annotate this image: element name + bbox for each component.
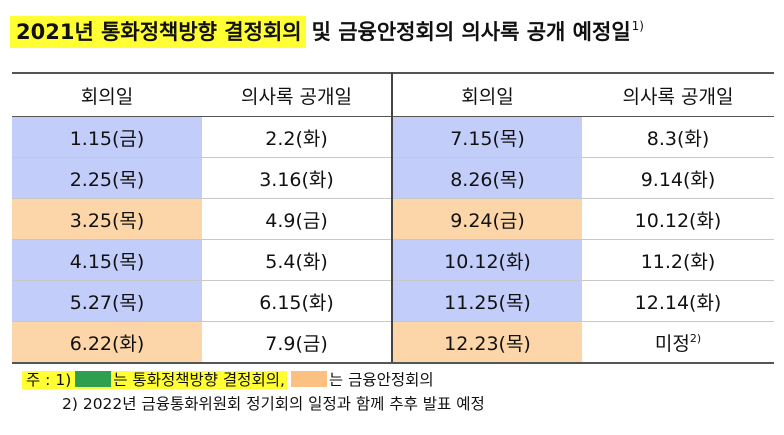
meeting-date-cell-text: 2.25(목) xyxy=(69,168,145,191)
release-date-cell-text: 7.9(금) xyxy=(265,332,328,355)
release-date-cell-text: 4.9(금) xyxy=(265,209,328,232)
meeting-date-cell: 8.26(목) xyxy=(392,157,582,199)
footnote-prefix: 주 : 1) xyxy=(26,371,72,389)
release-date-cell-text: 8.3(화) xyxy=(646,127,710,150)
release-date-cell: 12.14(화) xyxy=(582,280,774,322)
release-date-cell: 7.9(금) xyxy=(202,321,393,364)
release-date-cell-text: 12.14(화) xyxy=(634,291,722,314)
release-date-cell-text: 3.16(화) xyxy=(259,168,334,191)
meeting-date-cell: 3.25(목) xyxy=(12,198,202,240)
title-rest: 및 금융안정회의 의사록 공개 예정일 xyxy=(311,20,631,44)
release-date-cell: 미정2) xyxy=(582,321,774,364)
table-row: 4.15(목) 5.4(화) 10.12(화) 11.2(화) xyxy=(12,239,774,281)
meeting-date-cell: 7.15(목) xyxy=(392,116,582,158)
meeting-date-cell-text: 5.27(목) xyxy=(69,291,145,314)
release-date-cell: 8.3(화) xyxy=(582,116,774,158)
meeting-date-cell-text: 1.15(금) xyxy=(69,127,145,150)
footnote-1-highlight: 주 : 1) 는 통화정책방향 결정회의, xyxy=(22,371,287,389)
table-row: 6.22(화) 7.9(금) 12.23(목) 미정2) xyxy=(12,321,774,364)
financial-legend-label: 는 금융안정회의 xyxy=(328,371,434,389)
release-date-cell: 3.16(화) xyxy=(202,157,393,199)
table-row: 3.25(목) 4.9(금) 9.24(금) 10.12(화) xyxy=(12,198,774,240)
header-release-date-left: 의사록 공개일 xyxy=(202,72,393,117)
release-date-cell: 9.14(화) xyxy=(582,157,774,199)
header-meeting-date-left: 회의일 xyxy=(12,72,202,117)
meeting-date-cell-text: 8.26(목) xyxy=(450,168,525,191)
release-date-cell-text: 2.2(화) xyxy=(265,127,328,150)
schedule-table: 회의일 의사록 공개일 회의일 의사록 공개일 1.15(금) 2.2(화) 7.1… xyxy=(12,72,774,364)
release-date-cell: 10.12(화) xyxy=(582,198,774,240)
page-title: 2021년 통화정책방향 결정회의 및 금융안정회의 의사록 공개 예정일1) xyxy=(10,10,644,48)
meeting-date-cell: 10.12(화) xyxy=(392,239,582,281)
meeting-date-cell-text: 12.23(목) xyxy=(444,332,531,355)
release-date-cell: 5.4(화) xyxy=(202,239,393,281)
meeting-date-cell: 6.22(화) xyxy=(12,321,202,364)
meeting-date-cell-text: 3.25(목) xyxy=(69,209,145,232)
monetary-legend-label: 는 통화정책방향 결정회의, xyxy=(113,371,285,389)
meeting-date-cell-text: 9.24(금) xyxy=(450,209,525,232)
release-date-cell-text: 11.2(화) xyxy=(640,250,716,273)
header-meeting-date-right: 회의일 xyxy=(392,72,582,117)
financial-legend-swatch xyxy=(290,371,327,387)
release-date-cell: 4.9(금) xyxy=(202,198,393,240)
meeting-date-cell: 5.27(목) xyxy=(12,280,202,322)
meeting-date-cell: 2.25(목) xyxy=(12,157,202,199)
title-highlight: 2021년 통화정책방향 결정회의 xyxy=(10,16,306,48)
header-release-date-right: 의사록 공개일 xyxy=(582,72,774,117)
meeting-date-cell: 12.23(목) xyxy=(392,321,582,364)
footnotes: 주 : 1) 는 통화정책방향 결정회의, 는 금융안정회의 2) 2022년 금융… xyxy=(22,368,485,416)
table-row: 5.27(목) 6.15(화) 11.25(목) 12.14(화) xyxy=(12,280,774,322)
release-date-cell: 2.2(화) xyxy=(202,116,393,158)
footnote-1: 주 : 1) 는 통화정책방향 결정회의, 는 금융안정회의 xyxy=(22,368,485,392)
meeting-date-cell: 4.15(목) xyxy=(12,239,202,281)
release-date-cell: 6.15(화) xyxy=(202,280,393,322)
meeting-date-cell-text: 10.12(화) xyxy=(444,250,531,273)
meeting-date-cell-text: 6.22(화) xyxy=(69,332,145,355)
footnote-2: 2) 2022년 금융통화위원회 정기회의 일정과 함께 추후 발표 예정 xyxy=(62,395,485,413)
table-row: 1.15(금) 2.2(화) 7.15(목) 8.3(화) xyxy=(12,116,774,158)
monetary-legend-swatch xyxy=(75,371,112,387)
meeting-date-cell-text: 11.25(목) xyxy=(444,291,531,314)
release-date-cell-text: 9.14(화) xyxy=(640,168,716,191)
meeting-date-cell: 11.25(목) xyxy=(392,280,582,322)
table-header-row: 회의일 의사록 공개일 회의일 의사록 공개일 xyxy=(12,72,774,117)
meeting-date-cell-text: 7.15(목) xyxy=(450,127,525,150)
release-date-cell-text: 미정 xyxy=(654,332,690,355)
release-date-cell: 11.2(화) xyxy=(582,239,774,281)
title-footnote-mark: 1) xyxy=(631,19,644,33)
footnote-mark: 2) xyxy=(689,331,702,345)
table-row: 2.25(목) 3.16(화) 8.26(목) 9.14(화) xyxy=(12,157,774,199)
release-date-cell-text: 5.4(화) xyxy=(265,250,328,273)
release-date-cell-text: 6.15(화) xyxy=(259,291,334,314)
release-date-cell-text: 10.12(화) xyxy=(634,209,722,232)
meeting-date-cell: 1.15(금) xyxy=(12,116,202,158)
meeting-date-cell-text: 4.15(목) xyxy=(69,250,145,273)
meeting-date-cell: 9.24(금) xyxy=(392,198,582,240)
